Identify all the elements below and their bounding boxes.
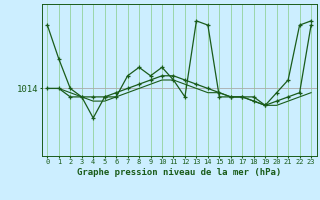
X-axis label: Graphe pression niveau de la mer (hPa): Graphe pression niveau de la mer (hPa)	[77, 168, 281, 177]
